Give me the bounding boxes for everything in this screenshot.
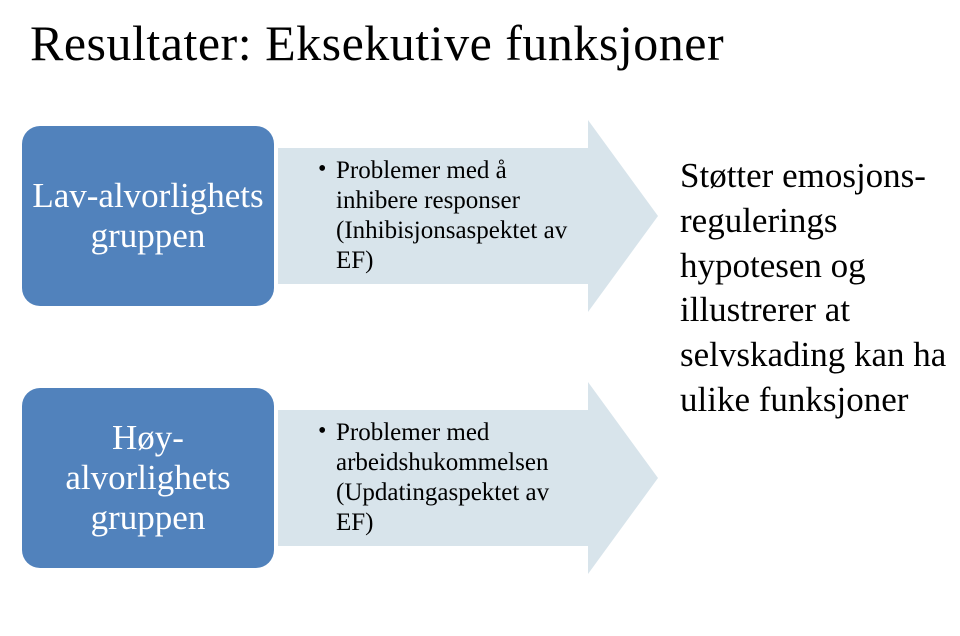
bullet-icon: • (318, 418, 336, 538)
arrow-high-text: Problemer med arbeidshukommelsen (Updati… (336, 418, 588, 538)
group-box-high-label: Høy-alvorlighets gruppen (32, 418, 264, 539)
arrow-high-content: • Problemer med arbeidshukommelsen (Upda… (318, 382, 588, 574)
conclusion-text: Støtter emosjons-regulerings hypotesen o… (680, 154, 955, 423)
slide-root: Resultater: Eksekutive funksjoner Lav-al… (0, 0, 960, 636)
group-box-high: Høy-alvorlighets gruppen (22, 388, 274, 568)
arrow-low-content: • Problemer med å inhibere responser (In… (318, 120, 588, 312)
bullet-icon: • (318, 156, 336, 276)
arrow-low: • Problemer med å inhibere responser (In… (278, 120, 658, 312)
slide-title: Resultater: Eksekutive funksjoner (30, 14, 724, 72)
group-box-low-label: Lav-alvorlighets gruppen (32, 176, 264, 257)
arrow-high: • Problemer med arbeidshukommelsen (Upda… (278, 382, 658, 574)
arrow-low-text: Problemer med å inhibere responser (Inhi… (336, 156, 588, 276)
group-box-low: Lav-alvorlighets gruppen (22, 126, 274, 306)
